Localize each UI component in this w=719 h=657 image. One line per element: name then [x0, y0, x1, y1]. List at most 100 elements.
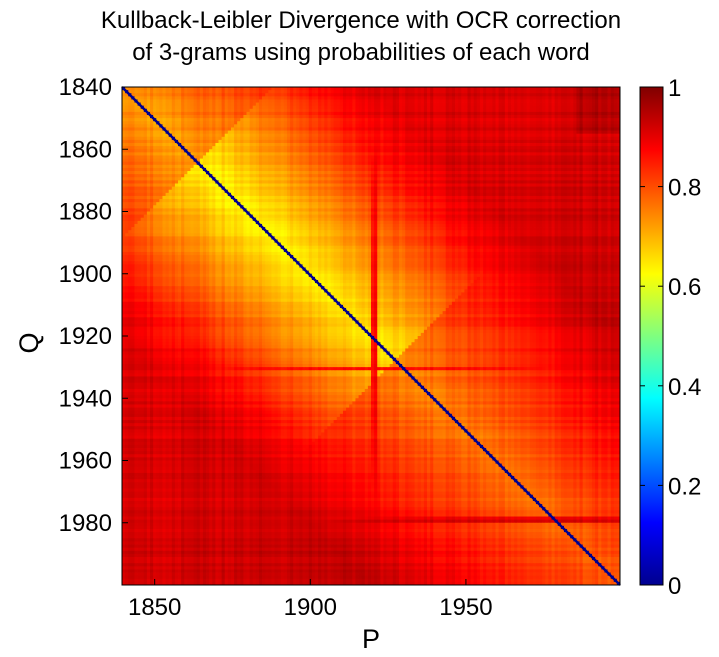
heatmap-cell [555, 127, 559, 131]
heatmap-cell [218, 90, 222, 94]
heatmap-cell [228, 103, 232, 107]
heatmap-cell [452, 93, 456, 97]
heatmap-cell [331, 121, 335, 125]
heatmap-cell [502, 180, 506, 184]
heatmap-cell [147, 96, 151, 100]
heatmap-cell [359, 152, 363, 156]
heatmap-cell [190, 127, 194, 131]
heatmap-cell [359, 115, 363, 119]
heatmap-cell [268, 112, 272, 116]
heatmap-cell [334, 146, 338, 150]
heatmap-cell [281, 118, 285, 122]
heatmap-cell [190, 118, 194, 122]
heatmap-cell [402, 131, 406, 135]
heatmap-cell [552, 168, 556, 172]
heatmap-cell [514, 146, 518, 150]
heatmap-cell [393, 159, 397, 163]
heatmap-cell [449, 93, 453, 97]
heatmap-cell [187, 118, 191, 122]
heatmap-cell [527, 143, 531, 147]
heatmap-cell [380, 96, 384, 100]
heatmap-cell [296, 174, 300, 178]
heatmap-cell [415, 87, 419, 91]
heatmap-cell [362, 155, 366, 159]
heatmap-cell [194, 131, 198, 135]
heatmap-cell [309, 152, 313, 156]
heatmap-cell [256, 174, 260, 178]
heatmap-cell [346, 143, 350, 147]
heatmap-cell [573, 137, 577, 141]
heatmap-cell [455, 118, 459, 122]
heatmap-cell [259, 165, 263, 169]
heatmap-cell [558, 159, 562, 163]
heatmap-cell [595, 87, 599, 91]
heatmap-cell [268, 174, 272, 178]
heatmap-cell [134, 93, 138, 97]
heatmap-cell [567, 121, 571, 125]
heatmap-cell [427, 137, 431, 141]
heatmap-cell [162, 180, 166, 184]
heatmap-cell [396, 134, 400, 138]
heatmap-cell [505, 159, 509, 163]
heatmap-cell [200, 118, 204, 122]
heatmap-cell [430, 134, 434, 138]
heatmap-cell [542, 177, 546, 181]
heatmap-cell [178, 134, 182, 138]
heatmap-cell [359, 174, 363, 178]
heatmap-cell [150, 180, 154, 184]
heatmap-cell [433, 149, 437, 153]
heatmap-cell [424, 155, 428, 159]
heatmap-cell [293, 171, 297, 175]
heatmap-cell [318, 155, 322, 159]
heatmap-cell [337, 121, 341, 125]
heatmap-cell [374, 106, 378, 110]
heatmap-cell [474, 180, 478, 184]
heatmap-cell [611, 140, 615, 144]
heatmap-cell [492, 118, 496, 122]
heatmap-cell [271, 134, 275, 138]
heatmap-cell [159, 118, 163, 122]
heatmap-cell [253, 96, 257, 100]
heatmap-cell [296, 180, 300, 184]
heatmap-cell [461, 112, 465, 116]
heatmap-cell [275, 171, 279, 175]
heatmap-cell [452, 134, 456, 138]
heatmap-cell [169, 109, 173, 113]
heatmap-cell [496, 137, 500, 141]
heatmap-cell [365, 90, 369, 94]
heatmap-cell [474, 106, 478, 110]
heatmap-cell [604, 99, 608, 103]
heatmap-cell [331, 99, 335, 103]
heatmap-cell [324, 174, 328, 178]
heatmap-cell [492, 146, 496, 150]
heatmap-cell [499, 165, 503, 169]
heatmap-cell [408, 146, 412, 150]
heatmap-cell [608, 112, 612, 116]
heatmap-cell [156, 112, 160, 116]
heatmap-cell [337, 174, 341, 178]
heatmap-cell [592, 127, 596, 131]
heatmap-cell [144, 152, 148, 156]
heatmap-cell [555, 162, 559, 166]
heatmap-cell [268, 165, 272, 169]
heatmap-cell [555, 96, 559, 100]
heatmap-cell [309, 134, 313, 138]
heatmap-cell [327, 168, 331, 172]
heatmap-cell [337, 106, 341, 110]
heatmap-cell [430, 112, 434, 116]
heatmap-cell [365, 118, 369, 122]
heatmap-cell [290, 109, 294, 113]
heatmap-cell [197, 152, 201, 156]
heatmap-cell [390, 171, 394, 175]
heatmap-cell [231, 134, 235, 138]
heatmap-cell [387, 143, 391, 147]
heatmap-cell [511, 146, 515, 150]
heatmap-cell [287, 146, 291, 150]
heatmap-cell [511, 140, 515, 144]
heatmap-cell [408, 162, 412, 166]
heatmap-cell [271, 87, 275, 91]
heatmap-cell [411, 155, 415, 159]
heatmap-cell [253, 103, 257, 107]
heatmap-cell [595, 174, 599, 178]
heatmap-cell [331, 118, 335, 122]
